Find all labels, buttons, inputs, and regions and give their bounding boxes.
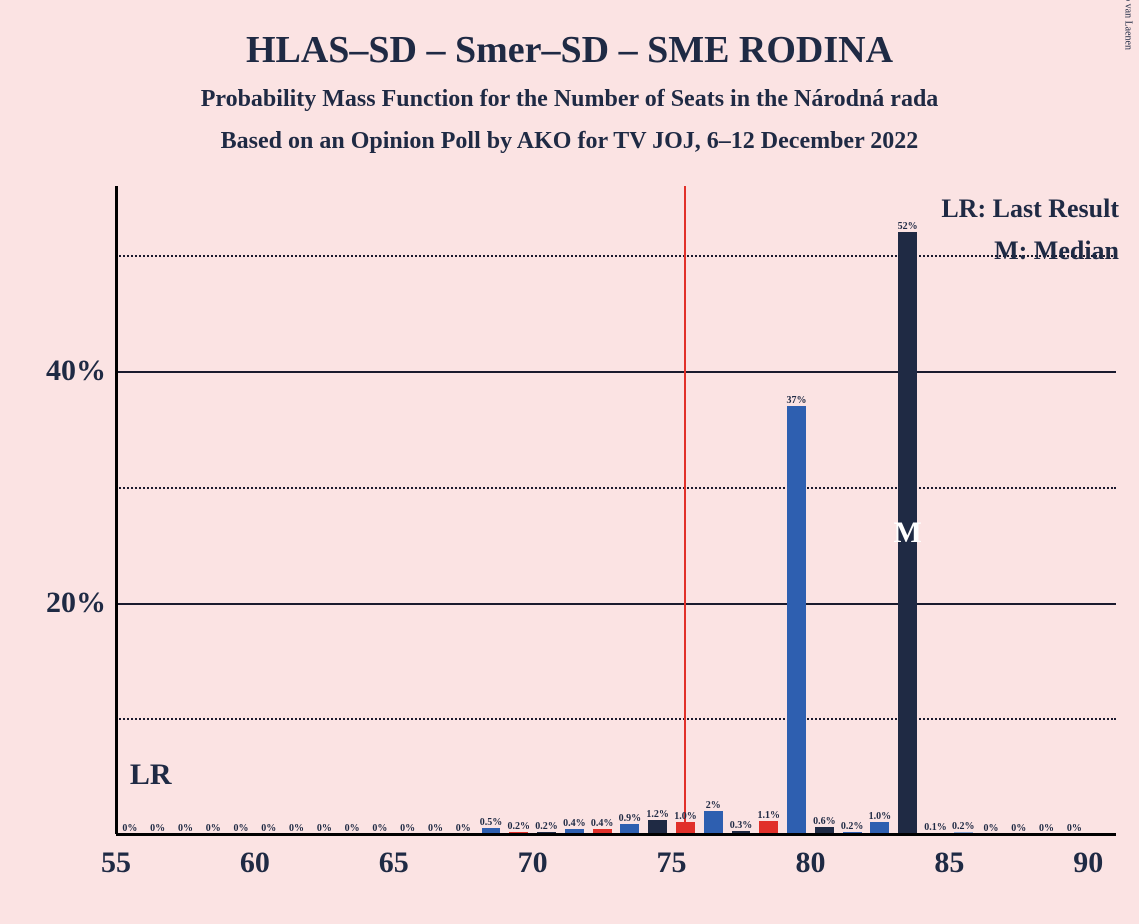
x-tick-label: 65: [379, 846, 409, 880]
legend-entry: M: Median: [941, 236, 1119, 266]
x-tick-label: 90: [1073, 846, 1103, 880]
bar-value-label: 1.0%: [674, 811, 697, 822]
x-tick-label: 80: [795, 846, 825, 880]
x-axis: [116, 833, 1116, 836]
bar-value-label: 0.1%: [924, 822, 947, 833]
grid-major: [116, 603, 1116, 605]
bar-value-label: 1.1%: [758, 810, 781, 821]
bar-value-label: 1.0%: [869, 811, 892, 822]
bar-value-label: 0.4%: [591, 818, 614, 829]
bar-value-label: 0.4%: [563, 818, 586, 829]
copyright-text: © 2023 Filip van Laenen: [1122, 0, 1133, 50]
bar-value-label: 37%: [787, 395, 807, 406]
bar-value-label: 1.2%: [646, 809, 669, 820]
y-axis: [115, 186, 118, 834]
x-tick-label: 60: [240, 846, 270, 880]
y-tick-label: 20%: [46, 586, 106, 620]
bar-value-label: 2%: [706, 800, 721, 811]
bar-value-label: 0.6%: [813, 816, 836, 827]
bar-value-label: 0.2%: [508, 821, 531, 832]
bar-value-label: 0.2%: [841, 821, 864, 832]
grid-minor: [116, 487, 1116, 489]
median-marker: M: [893, 516, 921, 550]
grid-major: [116, 371, 1116, 373]
chart-root: HLAS–SD – Smer–SD – SME RODINA Probabili…: [0, 0, 1139, 924]
bar-value-label: 0.5%: [480, 817, 503, 828]
legend: LR: Last Result M: Median: [941, 194, 1119, 266]
x-tick-label: 55: [101, 846, 131, 880]
bar-value-label: 0.3%: [730, 820, 753, 831]
chart-subtitle-1: Probability Mass Function for the Number…: [0, 86, 1139, 113]
bar: 37%: [787, 406, 806, 834]
bar-value-label: 0.2%: [535, 821, 558, 832]
bar: 2%: [704, 811, 723, 834]
y-tick-label: 40%: [46, 354, 106, 388]
grid-minor: [116, 718, 1116, 720]
x-tick-label: 75: [657, 846, 687, 880]
chart-title: HLAS–SD – Smer–SD – SME RODINA: [0, 28, 1139, 72]
majority-line: [684, 186, 686, 834]
bar-value-label: 52%: [898, 221, 918, 232]
last-result-marker: LR: [130, 758, 172, 792]
bar-value-label: 0.9%: [619, 813, 642, 824]
x-tick-label: 85: [934, 846, 964, 880]
legend-entry: LR: Last Result: [941, 194, 1119, 224]
bar-value-label: 0.2%: [952, 821, 975, 832]
plot-area: 20%40%0%0%0%0%0%0%0%0%0%0%0%0%0%0.5%0.2%…: [116, 186, 1116, 834]
chart-subtitle-2: Based on an Opinion Poll by AKO for TV J…: [0, 128, 1139, 155]
x-tick-label: 70: [518, 846, 548, 880]
